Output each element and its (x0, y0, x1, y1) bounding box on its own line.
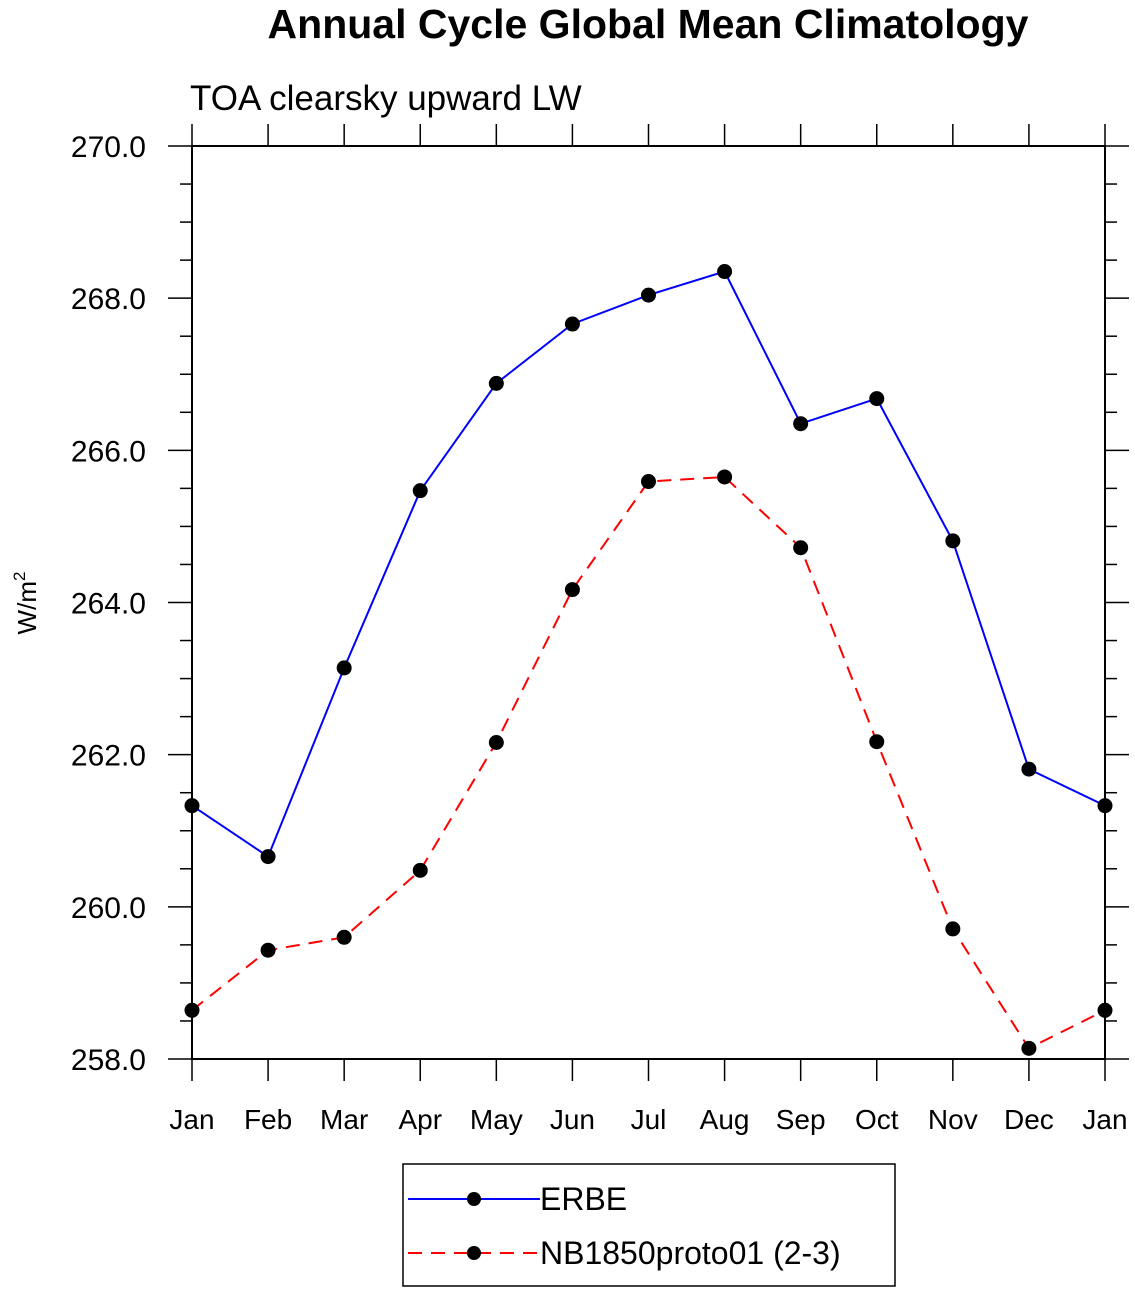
data-point-0 (488, 375, 504, 391)
svg-text:W/m2: W/m2 (10, 572, 42, 635)
data-point-1 (336, 929, 352, 945)
x-tick-label: Jan (169, 1104, 214, 1135)
data-point-0 (945, 533, 961, 549)
data-point-1 (564, 582, 580, 598)
data-point-1 (869, 734, 885, 750)
x-tick-label: Apr (398, 1104, 442, 1135)
data-point-1 (488, 734, 504, 750)
data-point-0 (869, 391, 885, 407)
series-line-0 (191, 270, 1106, 859)
tick-labels: 258.0 260.0 262.0 264.0 266.0 268.0 270.0 Jan Fe… (71, 131, 1128, 1135)
y-axis-label-unit: W/m (12, 581, 42, 634)
x-tick-label: Oct (855, 1104, 899, 1135)
data-point-0 (412, 483, 428, 499)
data-point-0 (564, 316, 580, 332)
x-tick-label: May (470, 1104, 523, 1135)
data-point-1 (717, 469, 733, 485)
data-series (184, 264, 1113, 1056)
data-point-1 (793, 540, 809, 556)
y-tick-label: 262.0 (71, 740, 146, 773)
x-tick-label: Jan (1082, 1104, 1127, 1135)
x-tick-label: Jun (550, 1104, 595, 1135)
data-point-0 (260, 849, 276, 865)
x-tick-label: Feb (244, 1104, 292, 1135)
data-point-0 (717, 264, 733, 280)
legend-label-nb1850: NB1850proto01 (2-3) (540, 1235, 841, 1271)
data-point-0 (793, 416, 809, 432)
data-point-1 (260, 942, 276, 958)
legend-box (402, 1163, 896, 1287)
y-axis-label: W/m2 (10, 572, 42, 635)
legend-marker-nb1850 (467, 1246, 481, 1260)
y-tick-label: 260.0 (71, 892, 146, 925)
data-point-1 (412, 862, 428, 878)
legend-label-erbe: ERBE (540, 1181, 627, 1217)
y-tick-label: 264.0 (71, 588, 146, 621)
data-point-1 (641, 474, 656, 490)
y-tick-label: 266.0 (71, 435, 146, 468)
data-point-1 (945, 921, 961, 937)
data-point-0 (336, 660, 352, 676)
x-tick-label: Nov (928, 1104, 978, 1135)
legend-marker-erbe (467, 1192, 481, 1206)
x-tick-label: Aug (700, 1104, 750, 1135)
x-tick-label: Sep (776, 1104, 826, 1135)
y-tick-label: 258.0 (71, 1044, 146, 1077)
chart-title: Annual Cycle Global Mean Climatology (268, 1, 1029, 47)
y-axis-label-superscript: 2 (10, 572, 29, 581)
x-tick-label: Jul (631, 1104, 667, 1135)
x-tick-label: Mar (320, 1104, 368, 1135)
plot-frame (191, 145, 1106, 1060)
y-tick-label: 270.0 (71, 131, 146, 164)
y-tick-label: 268.0 (71, 283, 146, 316)
chart-subtitle: TOA clearsky upward LW (190, 79, 582, 118)
x-tick-label: Dec (1004, 1104, 1054, 1135)
data-point-0 (641, 287, 656, 303)
data-point-1 (1021, 1040, 1037, 1056)
data-point-0 (1021, 761, 1037, 777)
axis-ticks (168, 124, 1129, 1081)
series-line-1 (191, 475, 1106, 1050)
legend: ERBE NB1850proto01 (2-3) (402, 1163, 896, 1287)
